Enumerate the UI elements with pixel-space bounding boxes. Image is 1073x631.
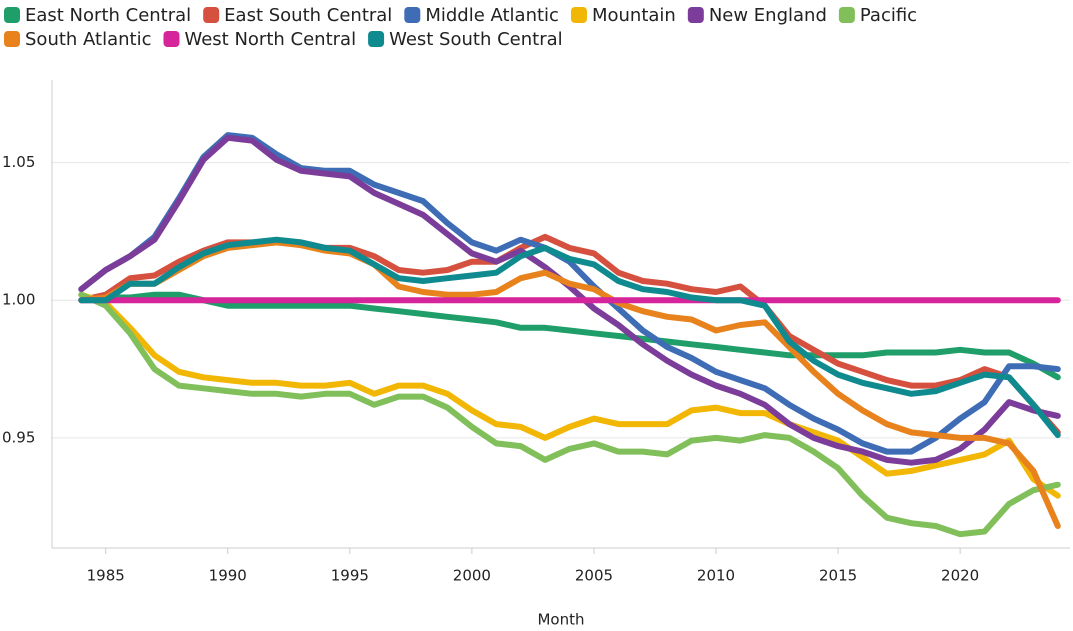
legend-label: East North Central [25,5,191,26]
legend-label: New England [709,5,827,26]
legend-item: New England [687,5,827,26]
legend-swatch [4,31,20,47]
x-tick-label: 2000 [453,567,491,585]
x-tick-label: 2015 [819,567,857,585]
legend-item: East North Central [4,5,191,26]
x-axis-title: Month [537,611,584,629]
series-line [78,236,1061,439]
legend-swatch [687,7,704,23]
legend-label: East South Central [224,5,392,26]
legend-label: Pacific [860,5,917,26]
x-tick-label: 2005 [575,567,613,585]
x-tick-label: 1990 [209,567,247,585]
series-line [78,233,1061,436]
legend-item: East South Central [203,5,392,26]
legend-label: Middle Atlantic [425,5,559,26]
legend-swatch [203,7,220,23]
legend-swatch [4,7,20,23]
legend-item: South Atlantic [4,29,151,50]
x-tick-label: 1995 [331,567,369,585]
legend-item: West South Central [368,29,563,50]
series-line [78,132,1061,455]
legend-swatch [163,31,180,47]
legend-label: West North Central [184,29,356,50]
legend-swatch [368,31,385,47]
legend-label: South Atlantic [25,29,151,50]
x-tick-label: 1985 [87,567,125,585]
legend-label: West South Central [389,29,563,50]
y-tick-label: 1.05 [2,153,35,171]
y-tick-label: 0.95 [2,428,35,446]
legend-label: Mountain [592,5,676,26]
legend-swatch [570,7,587,23]
x-tick-label: 2010 [697,567,735,585]
legend-item: Pacific [838,5,917,26]
series-line [78,291,1061,538]
legend-item: Mountain [570,5,676,26]
legend-swatch [404,7,421,23]
legend-item: West North Central [163,29,356,50]
y-tick-label: 1.00 [2,291,35,309]
x-tick-label: 2020 [941,567,979,585]
series-line [78,291,1061,499]
legend-item: Middle Atlantic [404,5,559,26]
series-line [78,291,1061,381]
legend-swatch [838,7,855,23]
